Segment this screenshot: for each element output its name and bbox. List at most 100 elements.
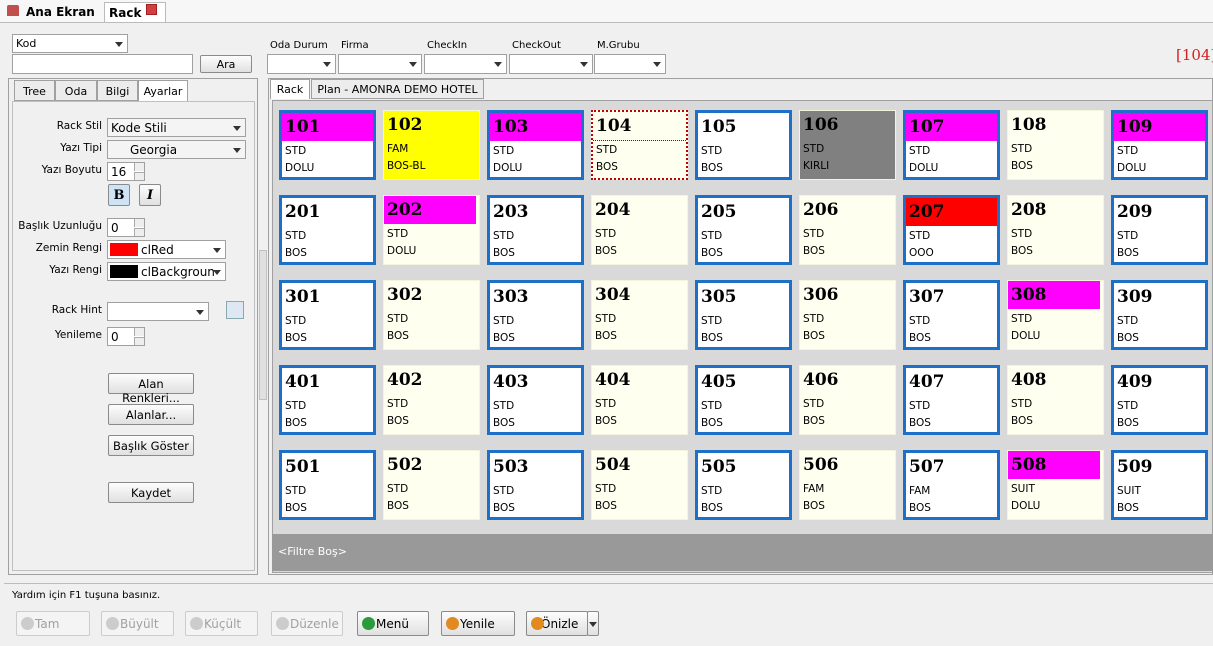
setting-control[interactable]: 0 (107, 218, 145, 237)
room-cell[interactable]: 107 STD DOLU (903, 110, 1000, 180)
left-tab[interactable]: Tree (14, 80, 55, 101)
room-cell[interactable]: 307 STD BOS (903, 280, 1000, 350)
room-cell[interactable]: 408 STD BOS (1007, 365, 1104, 435)
room-type: SUIT (1117, 485, 1141, 497)
close-tab[interactable] (146, 4, 157, 15)
room-cell[interactable]: 302 STD BOS (383, 280, 480, 350)
toolbar-button[interactable]: Düzenle (271, 611, 343, 636)
room-cell[interactable]: 309 STD BOS (1111, 280, 1208, 350)
room-cell[interactable]: 106 STD KIRLI (799, 110, 896, 180)
toolbar-icon (21, 617, 34, 630)
room-cell[interactable]: 405 STD BOS (695, 365, 792, 435)
setting-button[interactable]: Alanlar... (108, 404, 194, 425)
main-tab[interactable]: Ana Ekran (26, 5, 95, 19)
room-cell[interactable]: 501 STD BOS (279, 450, 376, 520)
filter-combo[interactable] (267, 54, 336, 74)
toolbar-dropdown[interactable] (587, 611, 599, 636)
room-cell[interactable]: 109 STD DOLU (1111, 110, 1208, 180)
toolbar-button[interactable]: Menü (357, 611, 429, 636)
search-button[interactable]: Ara (200, 55, 252, 73)
room-cell[interactable]: 305 STD BOS (695, 280, 792, 350)
filter-combo[interactable] (594, 54, 666, 74)
left-tab[interactable]: Oda (55, 80, 97, 101)
room-status: BOS (1117, 417, 1139, 429)
room-cell[interactable]: 505 STD BOS (695, 450, 792, 520)
toolbar-button[interactable]: Önizle (526, 611, 588, 636)
room-cell[interactable]: 108 STD BOS (1007, 110, 1104, 180)
room-cell[interactable]: 306 STD BOS (799, 280, 896, 350)
setting-button[interactable]: Alan Renkleri... (108, 373, 194, 405)
room-cell[interactable]: 407 STD BOS (903, 365, 1000, 435)
room-cell[interactable]: 201 STD BOS (279, 195, 376, 265)
room-cell[interactable]: 103 STD DOLU (487, 110, 584, 180)
room-cell[interactable]: 209 STD BOS (1111, 195, 1208, 265)
room-cell[interactable]: 401 STD BOS (279, 365, 376, 435)
room-cell[interactable]: 508 SUIT DOLU (1007, 450, 1104, 520)
filter-combo[interactable] (509, 54, 593, 74)
setting-control[interactable] (107, 302, 209, 321)
setting-control[interactable]: clRed (107, 240, 226, 259)
search-field-combo[interactable]: Kod (12, 34, 128, 53)
room-cell[interactable]: 202 STD DOLU (383, 195, 480, 265)
room-cell[interactable]: 204 STD BOS (591, 195, 688, 265)
toolbar-button[interactable]: Küçült (185, 611, 258, 636)
room-cell[interactable]: 203 STD BOS (487, 195, 584, 265)
room-status: BOS (1011, 160, 1033, 172)
room-cell[interactable]: 507 FAM BOS (903, 450, 1000, 520)
room-number: 302 (387, 285, 423, 305)
room-cell[interactable]: 406 STD BOS (799, 365, 896, 435)
left-tab[interactable]: Ayarlar (138, 80, 188, 102)
room-cell[interactable]: 409 STD BOS (1111, 365, 1208, 435)
room-type: STD (1117, 315, 1139, 327)
toolbar-button[interactable]: Tam (16, 611, 90, 636)
filter-combo[interactable] (338, 54, 422, 74)
room-cell[interactable]: 402 STD BOS (383, 365, 480, 435)
left-tab[interactable]: Bilgi (97, 80, 138, 101)
room-status: DOLU (387, 245, 417, 257)
room-status: BOS (595, 245, 617, 257)
room-cell[interactable]: 104 STD BOS (591, 110, 688, 180)
main-tab[interactable]: Rack (104, 2, 167, 22)
room-cell[interactable]: 502 STD BOS (383, 450, 480, 520)
room-cell[interactable]: 102 FAM BOS-BL (383, 110, 480, 180)
room-cell[interactable]: 509 SUIT BOS (1111, 450, 1208, 520)
hint-button[interactable] (226, 301, 244, 319)
room-status: BOS (493, 332, 515, 344)
room-cell[interactable]: 101 STD DOLU (279, 110, 376, 180)
room-number: 402 (387, 370, 423, 390)
room-type: STD (387, 313, 409, 325)
room-number: 503 (493, 457, 529, 477)
room-number: 103 (493, 117, 529, 137)
room-cell[interactable]: 404 STD BOS (591, 365, 688, 435)
style-button[interactable]: B (108, 184, 130, 206)
room-cell[interactable]: 503 STD BOS (487, 450, 584, 520)
room-cell[interactable]: 506 FAM BOS (799, 450, 896, 520)
setting-control[interactable]: Kode Stili (107, 118, 246, 137)
room-cell[interactable]: 208 STD BOS (1007, 195, 1104, 265)
setting-button[interactable]: Kaydet (108, 482, 194, 503)
room-cell[interactable]: 303 STD BOS (487, 280, 584, 350)
setting-button[interactable]: Başlık Göster (108, 435, 194, 456)
setting-control[interactable]: 0 (107, 327, 145, 346)
room-number: 109 (1117, 117, 1153, 137)
room-cell[interactable]: 308 STD DOLU (1007, 280, 1104, 350)
right-tab[interactable]: Rack (270, 79, 310, 99)
room-cell[interactable]: 304 STD BOS (591, 280, 688, 350)
toolbar-button[interactable]: Büyült (101, 611, 174, 636)
toolbar-button[interactable]: Yenile (441, 611, 515, 636)
setting-control[interactable]: clBackgroun (107, 262, 226, 281)
room-cell[interactable]: 504 STD BOS (591, 450, 688, 520)
room-cell[interactable]: 105 STD BOS (695, 110, 792, 180)
right-tab[interactable]: Plan - AMONRA DEMO HOTEL (311, 79, 484, 99)
room-cell[interactable]: 301 STD BOS (279, 280, 376, 350)
style-button[interactable]: I (139, 184, 161, 206)
search-input[interactable] (12, 54, 193, 74)
room-cell[interactable]: 206 STD BOS (799, 195, 896, 265)
setting-control[interactable]: 16 (107, 162, 145, 181)
room-cell[interactable]: 403 STD BOS (487, 365, 584, 435)
filter-combo[interactable] (424, 54, 507, 74)
room-cell[interactable]: 207 STD OOO (903, 195, 1000, 265)
splitter[interactable] (259, 250, 267, 400)
room-cell[interactable]: 205 STD BOS (695, 195, 792, 265)
setting-control[interactable]: Georgia (107, 140, 246, 159)
